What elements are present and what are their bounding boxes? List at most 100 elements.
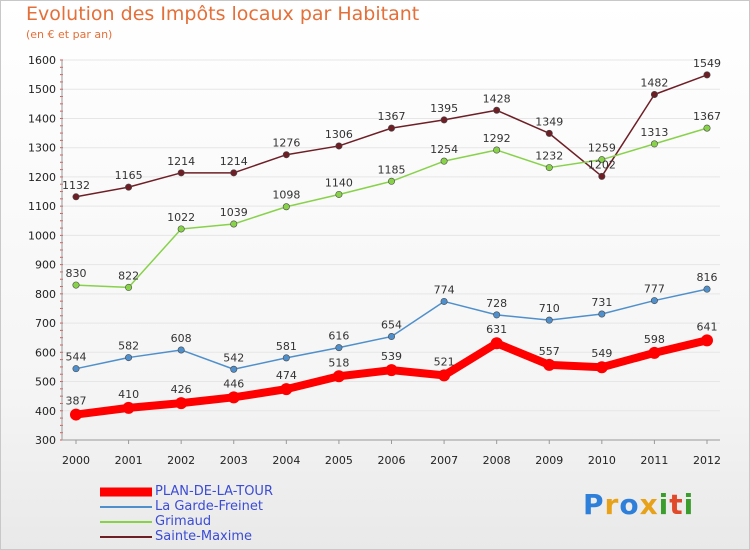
- data-label: 557: [539, 345, 560, 358]
- legend-label: Grimaud: [155, 514, 212, 529]
- data-label: 731: [591, 296, 612, 309]
- x-tick-label: 2000: [62, 454, 90, 467]
- data-label: 1254: [430, 143, 458, 156]
- data-label: 631: [486, 323, 507, 336]
- y-tick-label: 700: [35, 317, 56, 330]
- data-label: 542: [223, 351, 244, 364]
- data-label: 654: [381, 319, 402, 332]
- data-label: 1549: [693, 57, 721, 70]
- legend-label: PLAN-DE-LA-TOUR: [155, 484, 273, 499]
- data-label: 1292: [483, 132, 511, 145]
- y-tick-label: 900: [35, 259, 56, 272]
- data-label: 1313: [640, 126, 668, 139]
- y-tick-label: 400: [35, 405, 56, 418]
- axes: 300 400 500 600 700 800 900 1000 1100 1200 1300 140…: [28, 54, 721, 467]
- data-point: [70, 408, 82, 421]
- data-point: [335, 190, 343, 198]
- data-label: 1098: [272, 189, 300, 202]
- data-label: 1039: [220, 206, 248, 219]
- data-label: 474: [276, 369, 297, 382]
- data-point: [230, 220, 238, 228]
- data-point: [440, 116, 448, 124]
- legend-swatch: [100, 520, 152, 523]
- data-point: [230, 365, 238, 373]
- data-point: [72, 365, 80, 373]
- data-label: 539: [381, 350, 402, 363]
- data-label: 1259: [588, 142, 616, 155]
- x-tick-label: 2004: [272, 454, 300, 467]
- data-point: [230, 169, 238, 177]
- data-point: [493, 311, 501, 319]
- data-label: 582: [118, 340, 139, 353]
- data-point: [440, 157, 448, 165]
- x-tick-label: 2008: [483, 454, 511, 467]
- data-label: 1482: [640, 76, 668, 89]
- data-point: [125, 354, 133, 362]
- y-tick-label: 800: [35, 288, 56, 301]
- data-label: 1276: [272, 137, 300, 150]
- y-tick-label: 600: [35, 346, 56, 359]
- data-point: [72, 193, 80, 201]
- x-tick-label: 2009: [535, 454, 563, 467]
- data-point: [493, 106, 501, 114]
- data-point: [385, 364, 398, 377]
- data-point: [595, 361, 608, 374]
- data-label: 1132: [62, 179, 90, 192]
- data-point: [335, 142, 343, 150]
- data-point: [177, 169, 185, 177]
- data-point: [545, 316, 553, 324]
- data-point: [387, 333, 395, 341]
- data-label: 1022: [167, 211, 195, 224]
- data-point: [335, 344, 343, 352]
- data-point: [175, 397, 188, 410]
- x-tick-label: 2007: [430, 454, 458, 467]
- data-label: 1232: [535, 150, 563, 163]
- data-point: [701, 334, 713, 347]
- data-point: [282, 151, 290, 159]
- y-tick-label: 300: [35, 434, 56, 447]
- y-tick-label: 1300: [28, 142, 56, 155]
- data-point: [177, 346, 185, 354]
- y-tick-label: 1000: [28, 229, 56, 242]
- data-point: [598, 310, 606, 318]
- data-point: [282, 354, 290, 362]
- data-point: [648, 346, 661, 359]
- data-label: 1185: [378, 163, 406, 176]
- data-label: 816: [697, 271, 718, 284]
- x-tick-label: 2002: [167, 454, 195, 467]
- data-label: 710: [539, 302, 560, 315]
- legend-swatch: [100, 487, 152, 496]
- x-tick-label: 2003: [220, 454, 248, 467]
- data-point: [490, 337, 503, 350]
- data-point: [650, 90, 658, 98]
- data-label: 518: [328, 356, 349, 369]
- data-label: 822: [118, 269, 139, 282]
- data-point: [227, 391, 240, 404]
- data-label: 616: [328, 330, 349, 343]
- data-label: 777: [644, 283, 665, 296]
- data-point: [125, 183, 133, 191]
- data-label: 1214: [220, 155, 248, 168]
- data-point: [125, 283, 133, 291]
- data-point: [703, 124, 711, 132]
- y-tick-label: 500: [35, 376, 56, 389]
- data-point: [703, 71, 711, 79]
- y-tick-label: 1200: [28, 171, 56, 184]
- data-point: [543, 358, 556, 371]
- data-point: [122, 401, 135, 414]
- series-lines: [70, 71, 713, 421]
- data-point: [545, 129, 553, 137]
- x-tick-label: 2006: [378, 454, 406, 467]
- data-label: 446: [223, 377, 244, 390]
- data-point: [282, 203, 290, 211]
- data-labels: 1132 1165 1214 1214 1276 1306 1367 1395 1428 1349…: [62, 57, 721, 408]
- grid-lines: [62, 59, 720, 441]
- data-point: [545, 164, 553, 172]
- data-point: [440, 297, 448, 305]
- legend-label: Sainte-Maxime: [155, 529, 253, 544]
- data-label: 774: [434, 283, 455, 296]
- chart-subtitle: (en € et par an): [26, 28, 113, 41]
- data-label: 1349: [535, 115, 563, 128]
- y-tick-label: 1500: [28, 83, 56, 96]
- data-point: [598, 172, 606, 180]
